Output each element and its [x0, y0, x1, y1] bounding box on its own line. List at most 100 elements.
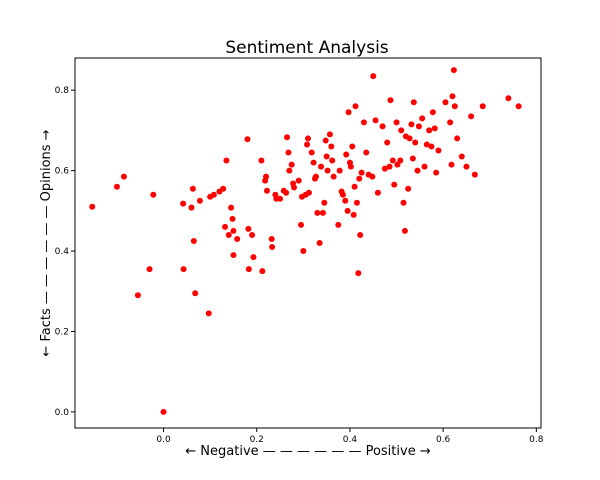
scatter-point [258, 157, 265, 164]
scatter-point [343, 151, 350, 158]
scatter-point [312, 173, 319, 180]
x-tick-label: 0.4 [343, 435, 358, 445]
chart-title: Sentiment Analysis [225, 38, 388, 58]
scatter-point [468, 113, 475, 120]
scatter-point [277, 195, 284, 202]
x-tick-label: 0.6 [436, 435, 451, 445]
scatter-point [401, 227, 408, 234]
scatter-point [220, 185, 227, 192]
scatter-point [288, 161, 295, 168]
scatter-point [458, 153, 465, 160]
scatter-point [228, 204, 235, 211]
scatter-point [222, 223, 229, 230]
y-tick-label: 0.8 [55, 86, 70, 96]
scatter-point [180, 200, 187, 207]
scatter-point [323, 153, 330, 160]
scatter-point [393, 119, 400, 126]
scatter-point [450, 67, 457, 74]
scatter-point [426, 127, 433, 134]
scatter-point [314, 209, 321, 216]
scatter-point [283, 189, 290, 196]
scatter-point [310, 159, 317, 166]
scatter-point [328, 143, 335, 150]
scatter-point [259, 268, 266, 275]
scatter-point [347, 163, 354, 170]
scatter-point [351, 183, 358, 190]
scatter-point [415, 123, 422, 130]
scatter-point [447, 119, 454, 126]
scatter-point [410, 99, 417, 106]
scatter-point [429, 109, 436, 116]
scatter-point [210, 191, 217, 198]
scatter-point [188, 204, 195, 211]
scatter-point [408, 121, 415, 128]
scatter-point [342, 197, 349, 204]
scatter-point [322, 137, 329, 144]
scatter-point [358, 169, 365, 176]
scatter-point [389, 157, 396, 164]
scatter-point [120, 173, 127, 180]
scatter-point [329, 157, 336, 164]
scatter-point [449, 93, 456, 100]
scatter-point [339, 191, 346, 198]
scatter-point [245, 225, 252, 232]
y-axis-ticks: 0.0 0.2 0.4 0.6 0.8 [55, 86, 75, 418]
scatter-point [300, 248, 307, 255]
scatter-point [305, 135, 311, 142]
scatter-point [335, 221, 342, 228]
scatter-point [433, 169, 440, 176]
scatter-point [234, 235, 241, 242]
scatter-point [113, 183, 120, 190]
scatter-point [269, 244, 276, 251]
scatter-point [146, 266, 153, 273]
scatter-point [515, 103, 522, 110]
x-axis-ticks: 0.0 0.2 0.4 0.6 0.8 [156, 428, 544, 445]
scatter-point [319, 209, 326, 216]
scatter-point [363, 149, 370, 156]
scatter-point [419, 115, 426, 122]
scatter-point [350, 211, 357, 218]
scatter-point [321, 199, 328, 206]
scatter-point [412, 139, 419, 146]
scatter-point [230, 227, 237, 234]
x-tick-label: 0.8 [529, 435, 544, 445]
scatter-point [196, 197, 203, 204]
scatter-point [344, 207, 351, 214]
scatter-point [249, 231, 256, 238]
data-points [89, 67, 522, 415]
scatter-point [192, 290, 199, 297]
scatter-point [398, 127, 405, 134]
y-tick-label: 0.2 [55, 327, 69, 337]
scatter-point [330, 173, 337, 180]
scatter-point [357, 231, 364, 238]
scatter-point [326, 131, 333, 138]
x-tick-label: 0.0 [156, 435, 171, 445]
scatter-point [355, 270, 362, 277]
scatter-point [345, 109, 352, 116]
scatter-point [205, 310, 212, 317]
scatter-point [134, 292, 141, 299]
scatter-point [397, 157, 404, 164]
scatter-point [435, 147, 442, 154]
scatter-point [245, 266, 252, 273]
scatter-point [291, 184, 298, 191]
scatter-point [374, 189, 381, 196]
scatter-point [414, 167, 421, 174]
y-tick-label: 0.6 [55, 167, 70, 177]
scatter-point [190, 237, 197, 244]
scatter-point [160, 408, 167, 415]
scatter-point [372, 117, 379, 124]
scatter-point [454, 135, 461, 142]
scatter-point [356, 175, 363, 182]
scatter-point [223, 157, 230, 164]
scatter-point [268, 235, 275, 242]
scatter-point [308, 149, 315, 156]
scatter-point [381, 165, 388, 172]
scatter-point [298, 221, 305, 228]
scatter-point [304, 141, 311, 148]
scatter-point [431, 125, 438, 132]
y-axis-label: ← Facts — — — — — — Opinions → [39, 129, 54, 356]
scatter-point [263, 173, 270, 180]
scatter-point [353, 199, 360, 206]
